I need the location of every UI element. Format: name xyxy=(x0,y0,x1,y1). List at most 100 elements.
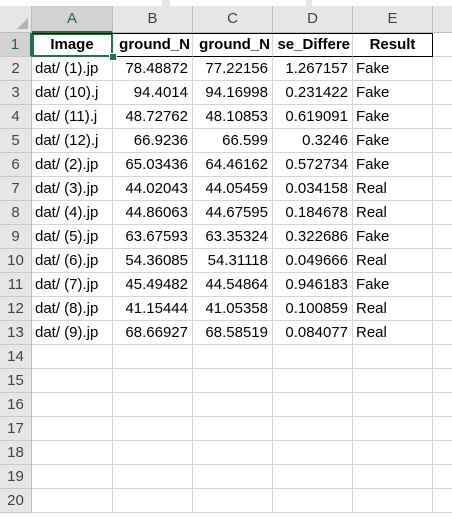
row-number[interactable]: 4 xyxy=(0,105,32,129)
cell-b3[interactable]: 94.4014 xyxy=(113,81,193,105)
cell-a20[interactable] xyxy=(32,489,113,513)
cell-d2[interactable]: 1.267157 xyxy=(273,57,353,81)
cell-e3[interactable]: Fake xyxy=(353,81,433,105)
row-number[interactable]: 12 xyxy=(0,297,32,321)
cell-b18[interactable] xyxy=(113,441,193,465)
cell-c4[interactable]: 48.10853 xyxy=(193,105,273,129)
cell-d4[interactable]: 0.619091 xyxy=(273,105,353,129)
cell-e12[interactable]: Real xyxy=(353,297,433,321)
cell-b5[interactable]: 66.9236 xyxy=(113,129,193,153)
cell-c6[interactable]: 64.46162 xyxy=(193,153,273,177)
cell-e2[interactable]: Fake xyxy=(353,57,433,81)
row-number[interactable]: 15 xyxy=(0,369,32,393)
cell-c8[interactable]: 44.67595 xyxy=(193,201,273,225)
cell-a16[interactable] xyxy=(32,393,113,417)
cell-b2[interactable]: 78.48872 xyxy=(113,57,193,81)
row-number[interactable]: 18 xyxy=(0,441,32,465)
row-number[interactable]: 19 xyxy=(0,465,32,489)
cell-a7[interactable]: dat/ (3).jp xyxy=(32,177,113,201)
row-number[interactable]: 2 xyxy=(0,57,32,81)
cell-c16[interactable] xyxy=(193,393,273,417)
cell-e13[interactable]: Real xyxy=(353,321,433,345)
row-number[interactable]: 14 xyxy=(0,345,32,369)
cell-a4[interactable]: dat/ (11).j xyxy=(32,105,113,129)
row-number[interactable]: 16 xyxy=(0,393,32,417)
cell-d11[interactable]: 0.946183 xyxy=(273,273,353,297)
cell-d19[interactable] xyxy=(273,465,353,489)
cell-d7[interactable]: 0.034158 xyxy=(273,177,353,201)
cell-a1[interactable]: Image xyxy=(32,33,113,57)
row-number[interactable]: 7 xyxy=(0,177,32,201)
column-header-b[interactable]: B xyxy=(113,6,193,33)
column-header-d[interactable]: D xyxy=(273,6,353,33)
cell-e4[interactable]: Fake xyxy=(353,105,433,129)
cell-b11[interactable]: 45.49482 xyxy=(113,273,193,297)
cell-b9[interactable]: 63.67593 xyxy=(113,225,193,249)
cell-e20[interactable] xyxy=(353,489,433,513)
cell-d16[interactable] xyxy=(273,393,353,417)
cell-e8[interactable]: Real xyxy=(353,201,433,225)
cell-d14[interactable] xyxy=(273,345,353,369)
cell-c3[interactable]: 94.16998 xyxy=(193,81,273,105)
cell-c7[interactable]: 44.05459 xyxy=(193,177,273,201)
cell-e19[interactable] xyxy=(353,465,433,489)
row-number[interactable]: 20 xyxy=(0,489,32,513)
cell-c18[interactable] xyxy=(193,441,273,465)
row-number[interactable]: 5 xyxy=(0,129,32,153)
cell-b4[interactable]: 48.72762 xyxy=(113,105,193,129)
cell-c5[interactable]: 66.599 xyxy=(193,129,273,153)
cell-e5[interactable]: Fake xyxy=(353,129,433,153)
cell-e10[interactable]: Real xyxy=(353,249,433,273)
cell-a17[interactable] xyxy=(32,417,113,441)
cell-c2[interactable]: 77.22156 xyxy=(193,57,273,81)
cell-d12[interactable]: 0.100859 xyxy=(273,297,353,321)
cell-c1[interactable]: ground_N xyxy=(193,33,273,57)
cell-a10[interactable]: dat/ (6).jp xyxy=(32,249,113,273)
row-number[interactable]: 1 xyxy=(0,33,32,57)
cell-c19[interactable] xyxy=(193,465,273,489)
cell-b7[interactable]: 44.02043 xyxy=(113,177,193,201)
column-header-c[interactable]: C xyxy=(193,6,273,33)
cell-e15[interactable] xyxy=(353,369,433,393)
cell-b14[interactable] xyxy=(113,345,193,369)
cell-b16[interactable] xyxy=(113,393,193,417)
cell-e16[interactable] xyxy=(353,393,433,417)
cell-e9[interactable]: Fake xyxy=(353,225,433,249)
cell-b12[interactable]: 41.15444 xyxy=(113,297,193,321)
cell-d5[interactable]: 0.3246 xyxy=(273,129,353,153)
row-number[interactable]: 13 xyxy=(0,321,32,345)
cell-d13[interactable]: 0.084077 xyxy=(273,321,353,345)
cell-e14[interactable] xyxy=(353,345,433,369)
cell-a3[interactable]: dat/ (10).j xyxy=(32,81,113,105)
cell-e18[interactable] xyxy=(353,441,433,465)
cell-c13[interactable]: 68.58519 xyxy=(193,321,273,345)
cell-b15[interactable] xyxy=(113,369,193,393)
cell-c15[interactable] xyxy=(193,369,273,393)
cell-d10[interactable]: 0.049666 xyxy=(273,249,353,273)
cell-a18[interactable] xyxy=(32,441,113,465)
cell-b19[interactable] xyxy=(113,465,193,489)
cell-e6[interactable]: Fake xyxy=(353,153,433,177)
column-header-e[interactable]: E xyxy=(353,6,433,33)
cell-b8[interactable]: 44.86063 xyxy=(113,201,193,225)
cell-c14[interactable] xyxy=(193,345,273,369)
cell-a14[interactable] xyxy=(32,345,113,369)
cell-d1[interactable]: se_Differe xyxy=(273,33,353,57)
cell-a5[interactable]: dat/ (12).j xyxy=(32,129,113,153)
cell-d18[interactable] xyxy=(273,441,353,465)
cell-d8[interactable]: 0.184678 xyxy=(273,201,353,225)
cell-b17[interactable] xyxy=(113,417,193,441)
cell-d20[interactable] xyxy=(273,489,353,513)
column-header-a[interactable]: A xyxy=(32,6,113,33)
cell-a8[interactable]: dat/ (4).jp xyxy=(32,201,113,225)
select-all-corner[interactable] xyxy=(0,6,32,33)
cell-c17[interactable] xyxy=(193,417,273,441)
cell-c11[interactable]: 44.54864 xyxy=(193,273,273,297)
row-number[interactable]: 6 xyxy=(0,153,32,177)
cell-b13[interactable]: 68.66927 xyxy=(113,321,193,345)
cell-a19[interactable] xyxy=(32,465,113,489)
row-number[interactable]: 10 xyxy=(0,249,32,273)
cell-c12[interactable]: 41.05358 xyxy=(193,297,273,321)
cell-c10[interactable]: 54.31118 xyxy=(193,249,273,273)
cell-b6[interactable]: 65.03436 xyxy=(113,153,193,177)
